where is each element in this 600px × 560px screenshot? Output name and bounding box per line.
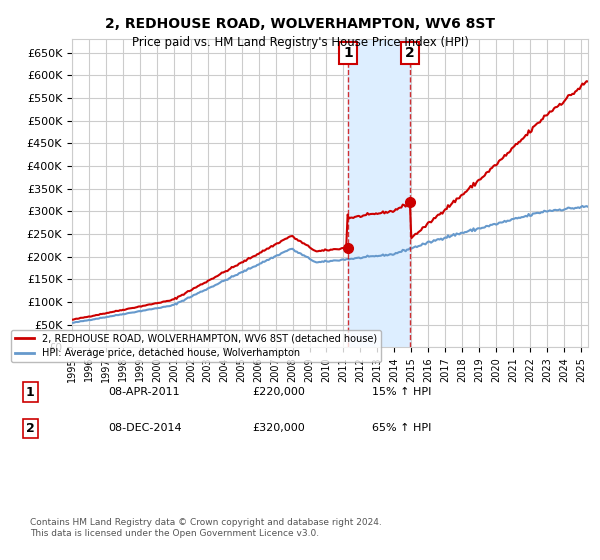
Text: 1: 1	[26, 385, 34, 399]
Text: 2: 2	[26, 422, 34, 435]
Text: Contains HM Land Registry data © Crown copyright and database right 2024.
This d: Contains HM Land Registry data © Crown c…	[30, 518, 382, 538]
Text: 15% ↑ HPI: 15% ↑ HPI	[372, 387, 431, 397]
Text: £320,000: £320,000	[252, 423, 305, 433]
Bar	[348, 39, 410, 347]
Text: Price paid vs. HM Land Registry's House Price Index (HPI): Price paid vs. HM Land Registry's House …	[131, 36, 469, 49]
Text: 08-DEC-2014: 08-DEC-2014	[108, 423, 182, 433]
Text: £220,000: £220,000	[252, 387, 305, 397]
Text: 2, REDHOUSE ROAD, WOLVERHAMPTON, WV6 8ST: 2, REDHOUSE ROAD, WOLVERHAMPTON, WV6 8ST	[105, 17, 495, 31]
Text: 65% ↑ HPI: 65% ↑ HPI	[372, 423, 431, 433]
Text: 08-APR-2011: 08-APR-2011	[108, 387, 179, 397]
Legend: 2, REDHOUSE ROAD, WOLVERHAMPTON, WV6 8ST (detached house), HPI: Average price, d: 2, REDHOUSE ROAD, WOLVERHAMPTON, WV6 8ST…	[11, 330, 381, 362]
Text: 1: 1	[343, 46, 353, 60]
Text: 2: 2	[406, 46, 415, 60]
